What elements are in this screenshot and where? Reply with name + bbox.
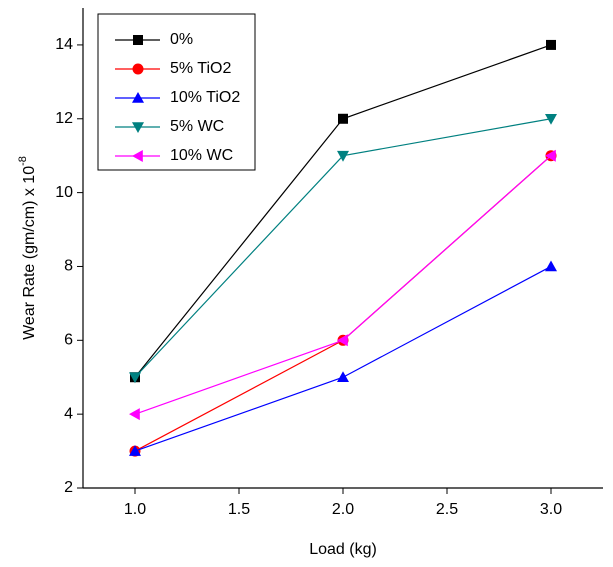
- x-tick-label: 2.0: [332, 501, 354, 518]
- data-point: [129, 408, 140, 421]
- legend-marker: [132, 150, 143, 162]
- data-point: [546, 39, 556, 50]
- x-tick-label: 3.0: [540, 501, 562, 518]
- data-point: [337, 334, 348, 347]
- series-line: [134, 265, 552, 452]
- y-tick-label: 10: [55, 184, 73, 201]
- series-line: [134, 155, 552, 452]
- y-tick-label: 6: [64, 332, 73, 349]
- data-point: [129, 445, 141, 456]
- y-label-exponent: -8: [17, 156, 29, 166]
- y-axis-label: Wear Rate (gm/cm) x 10-8: [17, 156, 38, 340]
- data-point: [337, 150, 349, 162]
- legend-marker: [133, 35, 143, 45]
- legend-label: 5% WC: [170, 118, 224, 135]
- data-point: [545, 113, 557, 125]
- y-tick-label: 2: [64, 479, 73, 496]
- y-tick-label: 8: [64, 258, 73, 275]
- data-point: [338, 113, 348, 124]
- legend-marker: [132, 122, 144, 133]
- data-point: [545, 149, 556, 162]
- y-label-text: Wear Rate (gm/cm) x 10: [21, 166, 38, 340]
- y-tick-label: 4: [64, 405, 73, 422]
- legend-label: 10% TiO2: [170, 89, 240, 106]
- x-tick-label: 1.5: [228, 501, 250, 518]
- x-axis-label: Load (kg): [309, 541, 377, 558]
- y-tick-label: 12: [55, 110, 73, 127]
- data-point: [545, 260, 557, 272]
- legend-marker: [132, 92, 144, 103]
- legend-label: 10% WC: [170, 147, 233, 164]
- data-point: [337, 371, 349, 383]
- x-tick-label: 1.0: [124, 501, 146, 518]
- data-point: [129, 372, 141, 384]
- legend-label: 5% TiO2: [170, 60, 231, 77]
- legend-label: 0%: [170, 31, 193, 48]
- legend-marker: [132, 63, 144, 75]
- x-tick-label: 2.5: [436, 501, 458, 518]
- y-tick-label: 14: [55, 36, 73, 53]
